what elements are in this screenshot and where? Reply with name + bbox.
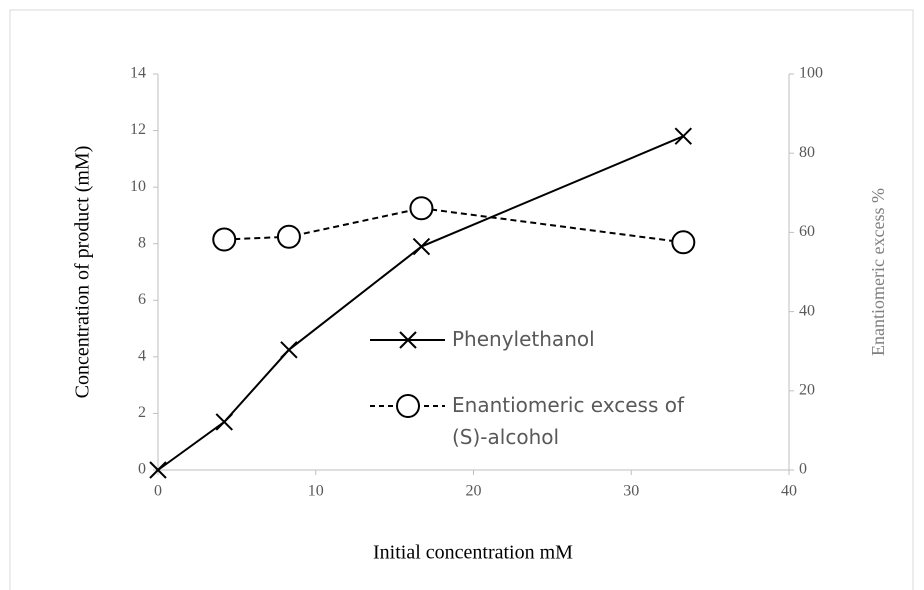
- x-marker: [674, 127, 693, 145]
- x-tick-label: 40: [781, 483, 797, 500]
- frame: [9, 9, 914, 590]
- y2-tick-label: 40: [799, 302, 815, 319]
- x-tick-label: 0: [154, 483, 162, 500]
- y2-tick-label: 80: [799, 144, 815, 161]
- x-tick-label: 30: [623, 483, 639, 500]
- circle-marker: [396, 394, 420, 418]
- x-tick-label: 20: [466, 483, 482, 500]
- legend-label: Enantiomeric excess of (S)-alcohol: [452, 393, 685, 449]
- y-tick-label: 6: [138, 291, 146, 308]
- y2-tick-label: 100: [799, 65, 823, 82]
- y-tick-label: 10: [130, 178, 146, 195]
- y2-tick-label: 60: [799, 223, 815, 240]
- x-axis-label: Initial concentration mM: [373, 542, 573, 564]
- circle-marker: [276, 224, 301, 249]
- y-axis-label: Concentration of product (mM): [72, 146, 94, 399]
- y-tick-label: 12: [130, 121, 146, 138]
- circle-marker: [671, 230, 696, 255]
- y2-tick-label: 0: [799, 461, 807, 478]
- y-tick-label: 14: [130, 65, 146, 82]
- circle-marker: [212, 227, 237, 252]
- y2-tick-label: 20: [799, 381, 815, 398]
- y-tick-label: 0: [138, 461, 146, 478]
- legend-label: Phenylethanol: [452, 327, 595, 351]
- y-tick-label: 8: [138, 234, 146, 251]
- y-tick-label: 2: [138, 404, 146, 421]
- x-tick-label: 10: [308, 483, 324, 500]
- x-marker: [280, 341, 298, 359]
- x-marker: [399, 331, 417, 349]
- x-marker: [149, 461, 167, 479]
- x-marker: [215, 413, 233, 431]
- y2-axis-label: Enantiomeric excess %: [868, 188, 888, 356]
- series-line: [224, 207, 684, 244]
- circle-marker: [409, 196, 434, 221]
- x-marker: [412, 237, 431, 256]
- y-tick-label: 4: [138, 348, 146, 365]
